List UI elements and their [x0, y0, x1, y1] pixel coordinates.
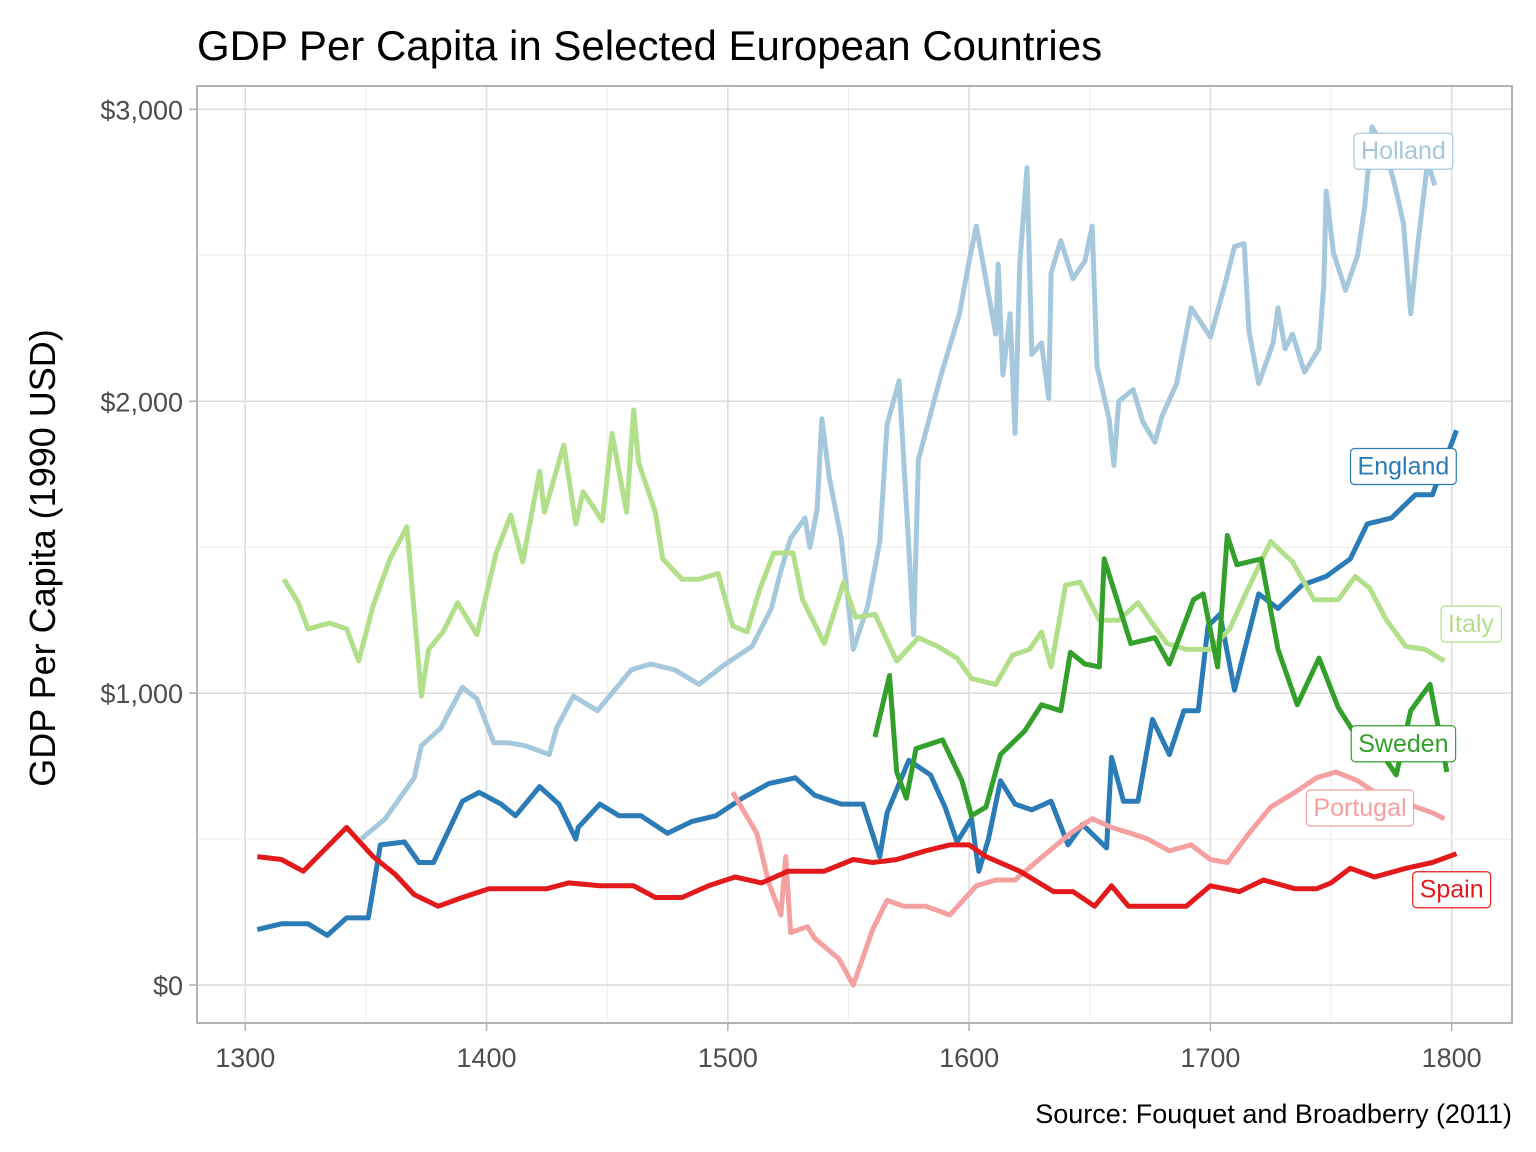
direct-labels: Holland England Italy Sweden Portugal Spain: [1305, 132, 1503, 909]
y-tick-label: $0: [153, 971, 183, 1001]
label-box: [1349, 447, 1457, 486]
x-tick-label: 1700: [1180, 1043, 1240, 1073]
label-box: [1440, 605, 1503, 643]
label-text: Sweden: [1358, 730, 1448, 758]
x-tick-label: 1800: [1422, 1043, 1482, 1073]
label-spain: Spain: [1412, 871, 1492, 909]
label-text: Holland: [1361, 137, 1446, 165]
label-box: [1353, 132, 1454, 170]
label-italy: Italy: [1440, 605, 1503, 643]
label-sweden: Sweden: [1350, 725, 1457, 763]
label-england: England: [1349, 447, 1457, 486]
label-box: [1305, 789, 1415, 827]
chart-caption: Source: Fouquet and Broadberry (2011): [1035, 1099, 1512, 1129]
label-text: England: [1358, 452, 1450, 480]
series-line-holland: [359, 124, 1438, 842]
series-line-portugal: [730, 769, 1446, 988]
panel-border: [196, 85, 1513, 1024]
label-text: Portugal: [1313, 794, 1406, 822]
x-tick-label: 1500: [698, 1043, 758, 1073]
y-tick-label: $2,000: [100, 387, 183, 417]
series-line-sweden: [872, 533, 1450, 819]
x-tick-label: 1300: [215, 1043, 275, 1073]
x-tick-label: 1600: [939, 1043, 999, 1073]
y-axis: $0 $1,000 $2,000 $3,000: [100, 95, 197, 1001]
label-holland: Holland: [1353, 132, 1454, 170]
label-portugal: Portugal: [1305, 789, 1415, 827]
label-text: Italy: [1448, 610, 1494, 638]
y-tick-label: $3,000: [100, 95, 183, 125]
y-tick-label: $1,000: [100, 679, 183, 709]
chart-title: GDP Per Capita in Selected European Coun…: [197, 22, 1102, 69]
x-tick-label: 1400: [457, 1043, 517, 1073]
y-axis-title: GDP Per Capita (1990 USD): [22, 329, 63, 787]
x-axis: 1300 1400 1500 1600 1700 1800: [215, 1023, 1482, 1073]
label-box: [1350, 725, 1457, 763]
label-text: Spain: [1420, 876, 1484, 904]
series-line-spain: [257, 824, 1458, 909]
series-line-italy: [281, 407, 1446, 699]
label-box: [1412, 871, 1492, 909]
series-lines: [256, 124, 1459, 988]
